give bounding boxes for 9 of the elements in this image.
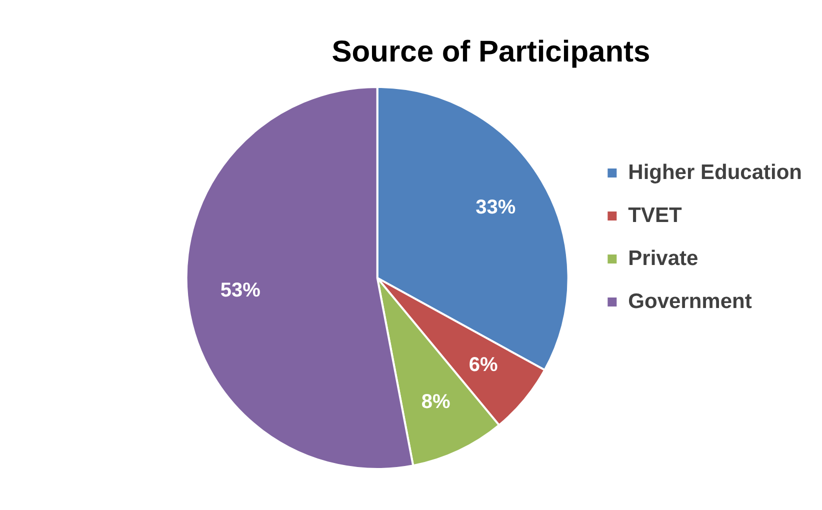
- data-label: 6%: [468, 354, 498, 376]
- data-label: 8%: [421, 390, 451, 413]
- chart-title: Source of Participants: [332, 35, 650, 68]
- legend-label: TVET: [628, 204, 682, 227]
- legend-label: Government: [628, 290, 752, 313]
- legend-label: Private: [628, 246, 698, 270]
- legend-label: Higher Education: [628, 160, 802, 184]
- data-label: 53%: [220, 279, 261, 302]
- data-label: 33%: [476, 196, 516, 219]
